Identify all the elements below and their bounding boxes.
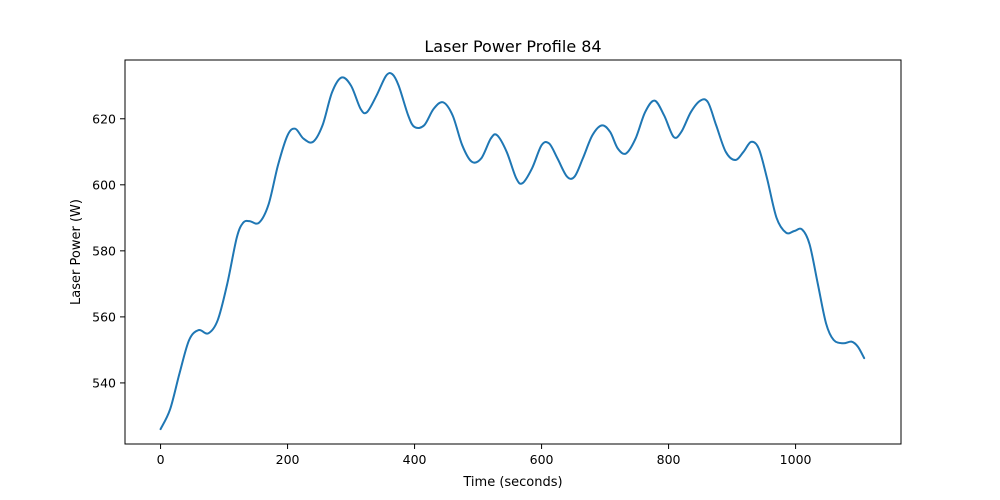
y-tick-label: 580 — [92, 243, 116, 258]
x-tick-label: 1000 — [780, 452, 812, 467]
x-axis: 0 200 400 600 800 1000 — [157, 444, 812, 467]
chart-title: Laser Power Profile 84 — [424, 37, 601, 56]
x-tick-label: 800 — [657, 452, 681, 467]
y-tick-label: 560 — [92, 309, 116, 324]
plot-frame — [124, 59, 902, 445]
series-line — [159, 72, 866, 431]
y-tick-label: 600 — [92, 177, 116, 192]
plot-background — [125, 60, 901, 444]
x-tick-label: 400 — [403, 452, 427, 467]
x-axis-label: Time (seconds) — [462, 475, 562, 490]
x-tick-label: 0 — [157, 452, 165, 467]
x-tick-label: 600 — [530, 452, 554, 467]
series-layer — [159, 72, 866, 431]
x-tick-label: 200 — [276, 452, 300, 467]
y-axis: 540 560 580 600 620 — [92, 111, 125, 390]
y-axis-label: Laser Power (W) — [69, 199, 84, 305]
y-tick-label: 540 — [92, 375, 116, 390]
y-tick-label: 620 — [92, 111, 116, 126]
